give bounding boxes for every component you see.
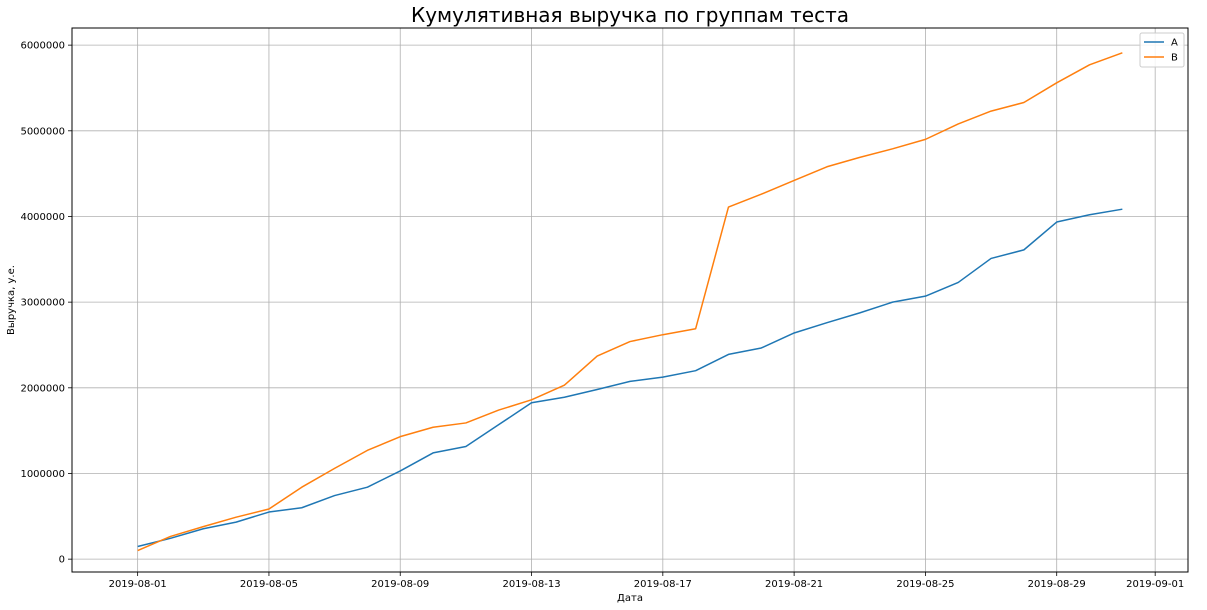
legend: AB bbox=[1139, 32, 1185, 68]
x-tick-label: 2019-08-01 bbox=[109, 579, 167, 590]
legend-label-b: B bbox=[1171, 53, 1178, 64]
y-axis-label: Выручка, у.е. bbox=[6, 265, 17, 335]
y-tick-label: 6000000 bbox=[20, 41, 65, 52]
x-tick-label: 2019-08-21 bbox=[765, 579, 823, 590]
x-tick-label: 2019-08-29 bbox=[1028, 579, 1086, 590]
y-tick-label: 3000000 bbox=[20, 298, 65, 309]
x-tick-label: 2019-08-05 bbox=[240, 579, 298, 590]
x-tick-label: 2019-08-17 bbox=[634, 579, 692, 590]
x-tick-label: 2019-08-13 bbox=[502, 579, 560, 590]
x-tick-label: 2019-08-09 bbox=[371, 579, 429, 590]
series-line-b bbox=[137, 52, 1123, 552]
y-tick-label: 4000000 bbox=[20, 212, 65, 223]
x-tick-label: 2019-09-01 bbox=[1126, 579, 1184, 590]
y-tick-label: 2000000 bbox=[20, 383, 65, 394]
y-tick-label: 0 bbox=[59, 555, 65, 566]
y-tick-label: 5000000 bbox=[20, 126, 65, 137]
legend-label-a: A bbox=[1171, 38, 1178, 49]
chart-title: Кумулятивная выручка по группам теста bbox=[411, 3, 849, 27]
y-tick-label: 1000000 bbox=[20, 469, 65, 480]
lines-layer bbox=[137, 52, 1123, 552]
x-axis-label: Дата bbox=[617, 593, 643, 604]
plot-frame bbox=[71, 27, 1189, 573]
series-line-a bbox=[137, 208, 1123, 548]
x-tick-label: 2019-08-25 bbox=[896, 579, 954, 590]
ticks-layer: 2019-08-01 2019-08-05 2019-08-09 2019-08-13… bbox=[20, 41, 1184, 590]
grid-layer bbox=[72, 28, 1188, 572]
